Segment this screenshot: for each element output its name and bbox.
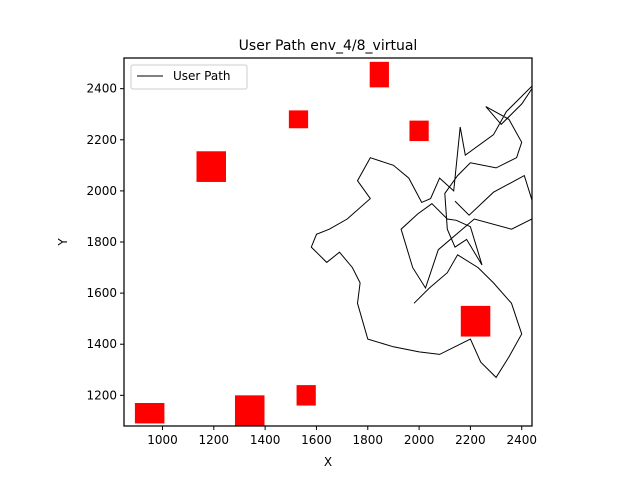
x-tick-label: 1800: [353, 433, 384, 447]
y-tick-label: 2200: [86, 133, 117, 147]
obstacle-marker: [134, 403, 165, 424]
x-axis-label: X: [324, 455, 332, 469]
obstacle-marker: [288, 110, 309, 129]
chart-title: User Path env_4/8_virtual: [239, 38, 418, 54]
x-tick-label: 1400: [250, 433, 281, 447]
obstacle-marker: [460, 305, 491, 337]
x-tick-label: 1000: [147, 433, 178, 447]
x-tick-label: 2200: [455, 433, 486, 447]
obstacle-marker: [196, 151, 226, 182]
plot-area: [134, 61, 532, 426]
user-path-line: [310, 85, 532, 379]
obstacle-marker: [296, 385, 316, 406]
obstacle-marker: [369, 61, 389, 88]
x-axis-ticks: 1000 1200 1400 1600 1800 2000 2200 2400: [147, 426, 537, 447]
obstacle-marker: [234, 395, 265, 426]
y-tick-label: 1200: [86, 388, 117, 402]
x-tick-label: 1200: [199, 433, 230, 447]
y-tick-label: 1600: [86, 286, 117, 300]
y-axis-label: Y: [56, 238, 70, 247]
legend: User Path: [130, 64, 248, 90]
y-tick-label: 1400: [86, 337, 117, 351]
y-tick-label: 2000: [86, 184, 117, 198]
legend-label: User Path: [173, 69, 231, 83]
y-tick-label: 2400: [86, 82, 117, 96]
x-tick-label: 2000: [404, 433, 435, 447]
y-tick-label: 1800: [86, 235, 117, 249]
obstacle-marker: [409, 120, 429, 142]
x-tick-label: 1600: [301, 433, 332, 447]
axes-frame: [123, 57, 533, 427]
y-axis-ticks: 1200 1400 1600 1800 2000 2200 2400: [86, 82, 124, 402]
legend-box: [130, 64, 248, 90]
x-tick-label: 2400: [506, 433, 537, 447]
